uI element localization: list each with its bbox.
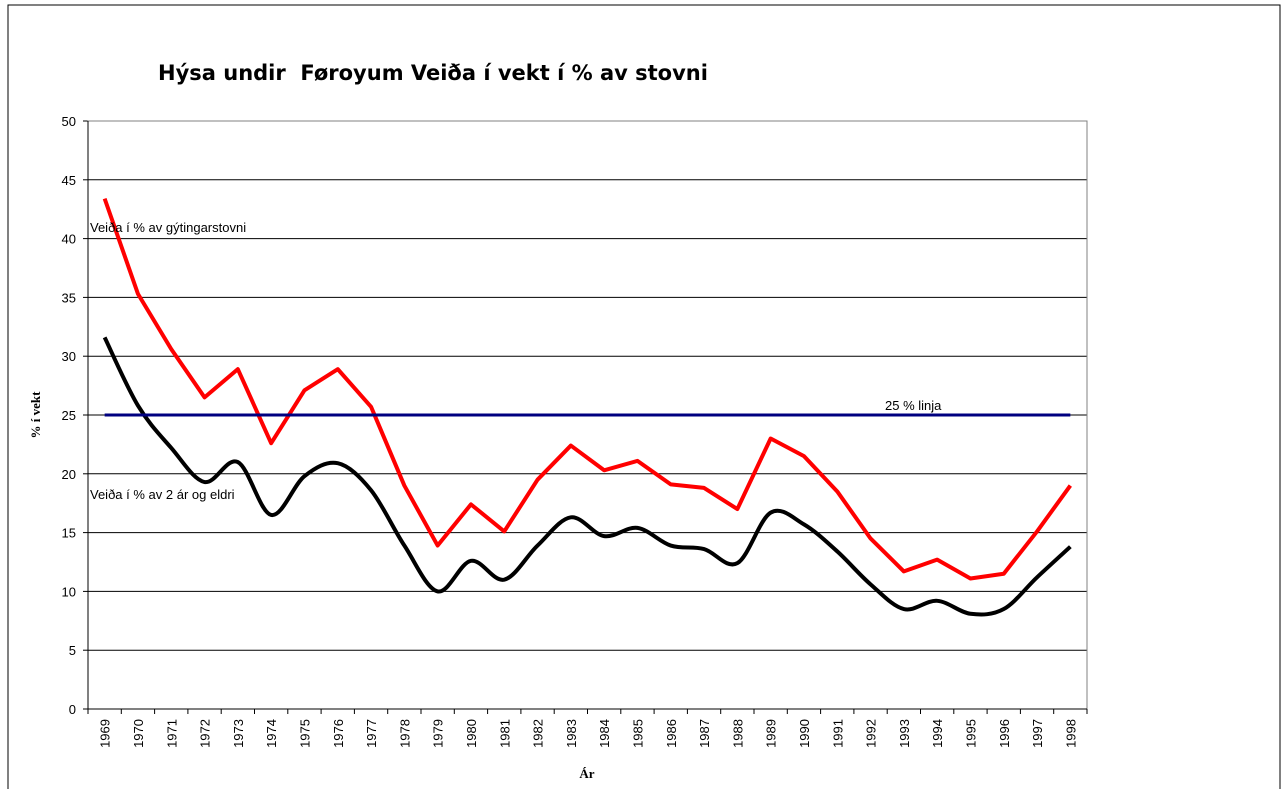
x-tick-label: 1988 bbox=[730, 719, 745, 748]
x-tick-label: 1976 bbox=[331, 719, 346, 748]
x-tick-label: 1996 bbox=[997, 719, 1012, 748]
series-line bbox=[102, 197, 1072, 581]
x-axis-title: Ár bbox=[579, 766, 594, 781]
x-tick-label: 1987 bbox=[697, 719, 712, 748]
y-tick-label: 25 bbox=[62, 408, 76, 423]
x-tick-label: 1993 bbox=[897, 719, 912, 748]
y-tick-label: 10 bbox=[62, 584, 76, 599]
x-tick-label: 1994 bbox=[930, 719, 945, 748]
y-tick-label: 40 bbox=[62, 232, 76, 247]
chart-title: Hýsa undir Føroyum Veiða í vekt í % av s… bbox=[158, 61, 708, 85]
x-tick-label: 1977 bbox=[364, 719, 379, 748]
x-tick-label: 1992 bbox=[864, 719, 879, 748]
y-tick-label: 15 bbox=[62, 526, 76, 541]
x-tick-label: 1972 bbox=[198, 719, 213, 748]
series-label: Veiða í % av 2 ár og eldri bbox=[90, 487, 235, 502]
x-tick-label: 1990 bbox=[797, 719, 812, 748]
y-tick-label: 45 bbox=[62, 173, 76, 188]
x-tick-label: 1973 bbox=[231, 719, 246, 748]
x-tick-label: 1975 bbox=[297, 719, 312, 748]
x-tick-label: 1995 bbox=[963, 719, 978, 748]
series-line bbox=[102, 336, 1072, 617]
series-label: Veiða í % av gýtingarstovni bbox=[90, 220, 246, 235]
x-tick-label: 1989 bbox=[764, 719, 779, 748]
y-tick-label: 35 bbox=[62, 290, 76, 305]
y-tick-label: 20 bbox=[62, 467, 76, 482]
x-tick-label: 1983 bbox=[564, 719, 579, 748]
x-tick-label: 1971 bbox=[164, 719, 179, 748]
x-tick-label: 1978 bbox=[397, 719, 412, 748]
x-tick-label: 1991 bbox=[830, 719, 845, 748]
series-label: 25 % linja bbox=[885, 398, 942, 413]
x-tick-label: 1997 bbox=[1030, 719, 1045, 748]
y-tick-label: 30 bbox=[62, 349, 76, 364]
x-tick-label: 1982 bbox=[531, 719, 546, 748]
x-tick-label: 1986 bbox=[664, 719, 679, 748]
x-tick-label: 1979 bbox=[431, 719, 446, 748]
x-tick-label: 1970 bbox=[131, 719, 146, 748]
x-tick-label: 1980 bbox=[464, 719, 479, 748]
y-tick-label: 50 bbox=[62, 114, 76, 129]
y-tick-label: 5 bbox=[69, 643, 76, 658]
x-tick-label: 1974 bbox=[264, 719, 279, 748]
frame bbox=[7, 4, 1281, 789]
x-tick-label: 1984 bbox=[597, 719, 612, 748]
y-tick-label: 0 bbox=[69, 702, 76, 717]
x-tick-label: 1969 bbox=[98, 719, 113, 748]
x-tick-label: 1998 bbox=[1063, 719, 1078, 748]
y-axis-title: % í vekt bbox=[28, 391, 43, 439]
x-tick-label: 1981 bbox=[497, 719, 512, 748]
x-tick-label: 1985 bbox=[630, 719, 645, 748]
